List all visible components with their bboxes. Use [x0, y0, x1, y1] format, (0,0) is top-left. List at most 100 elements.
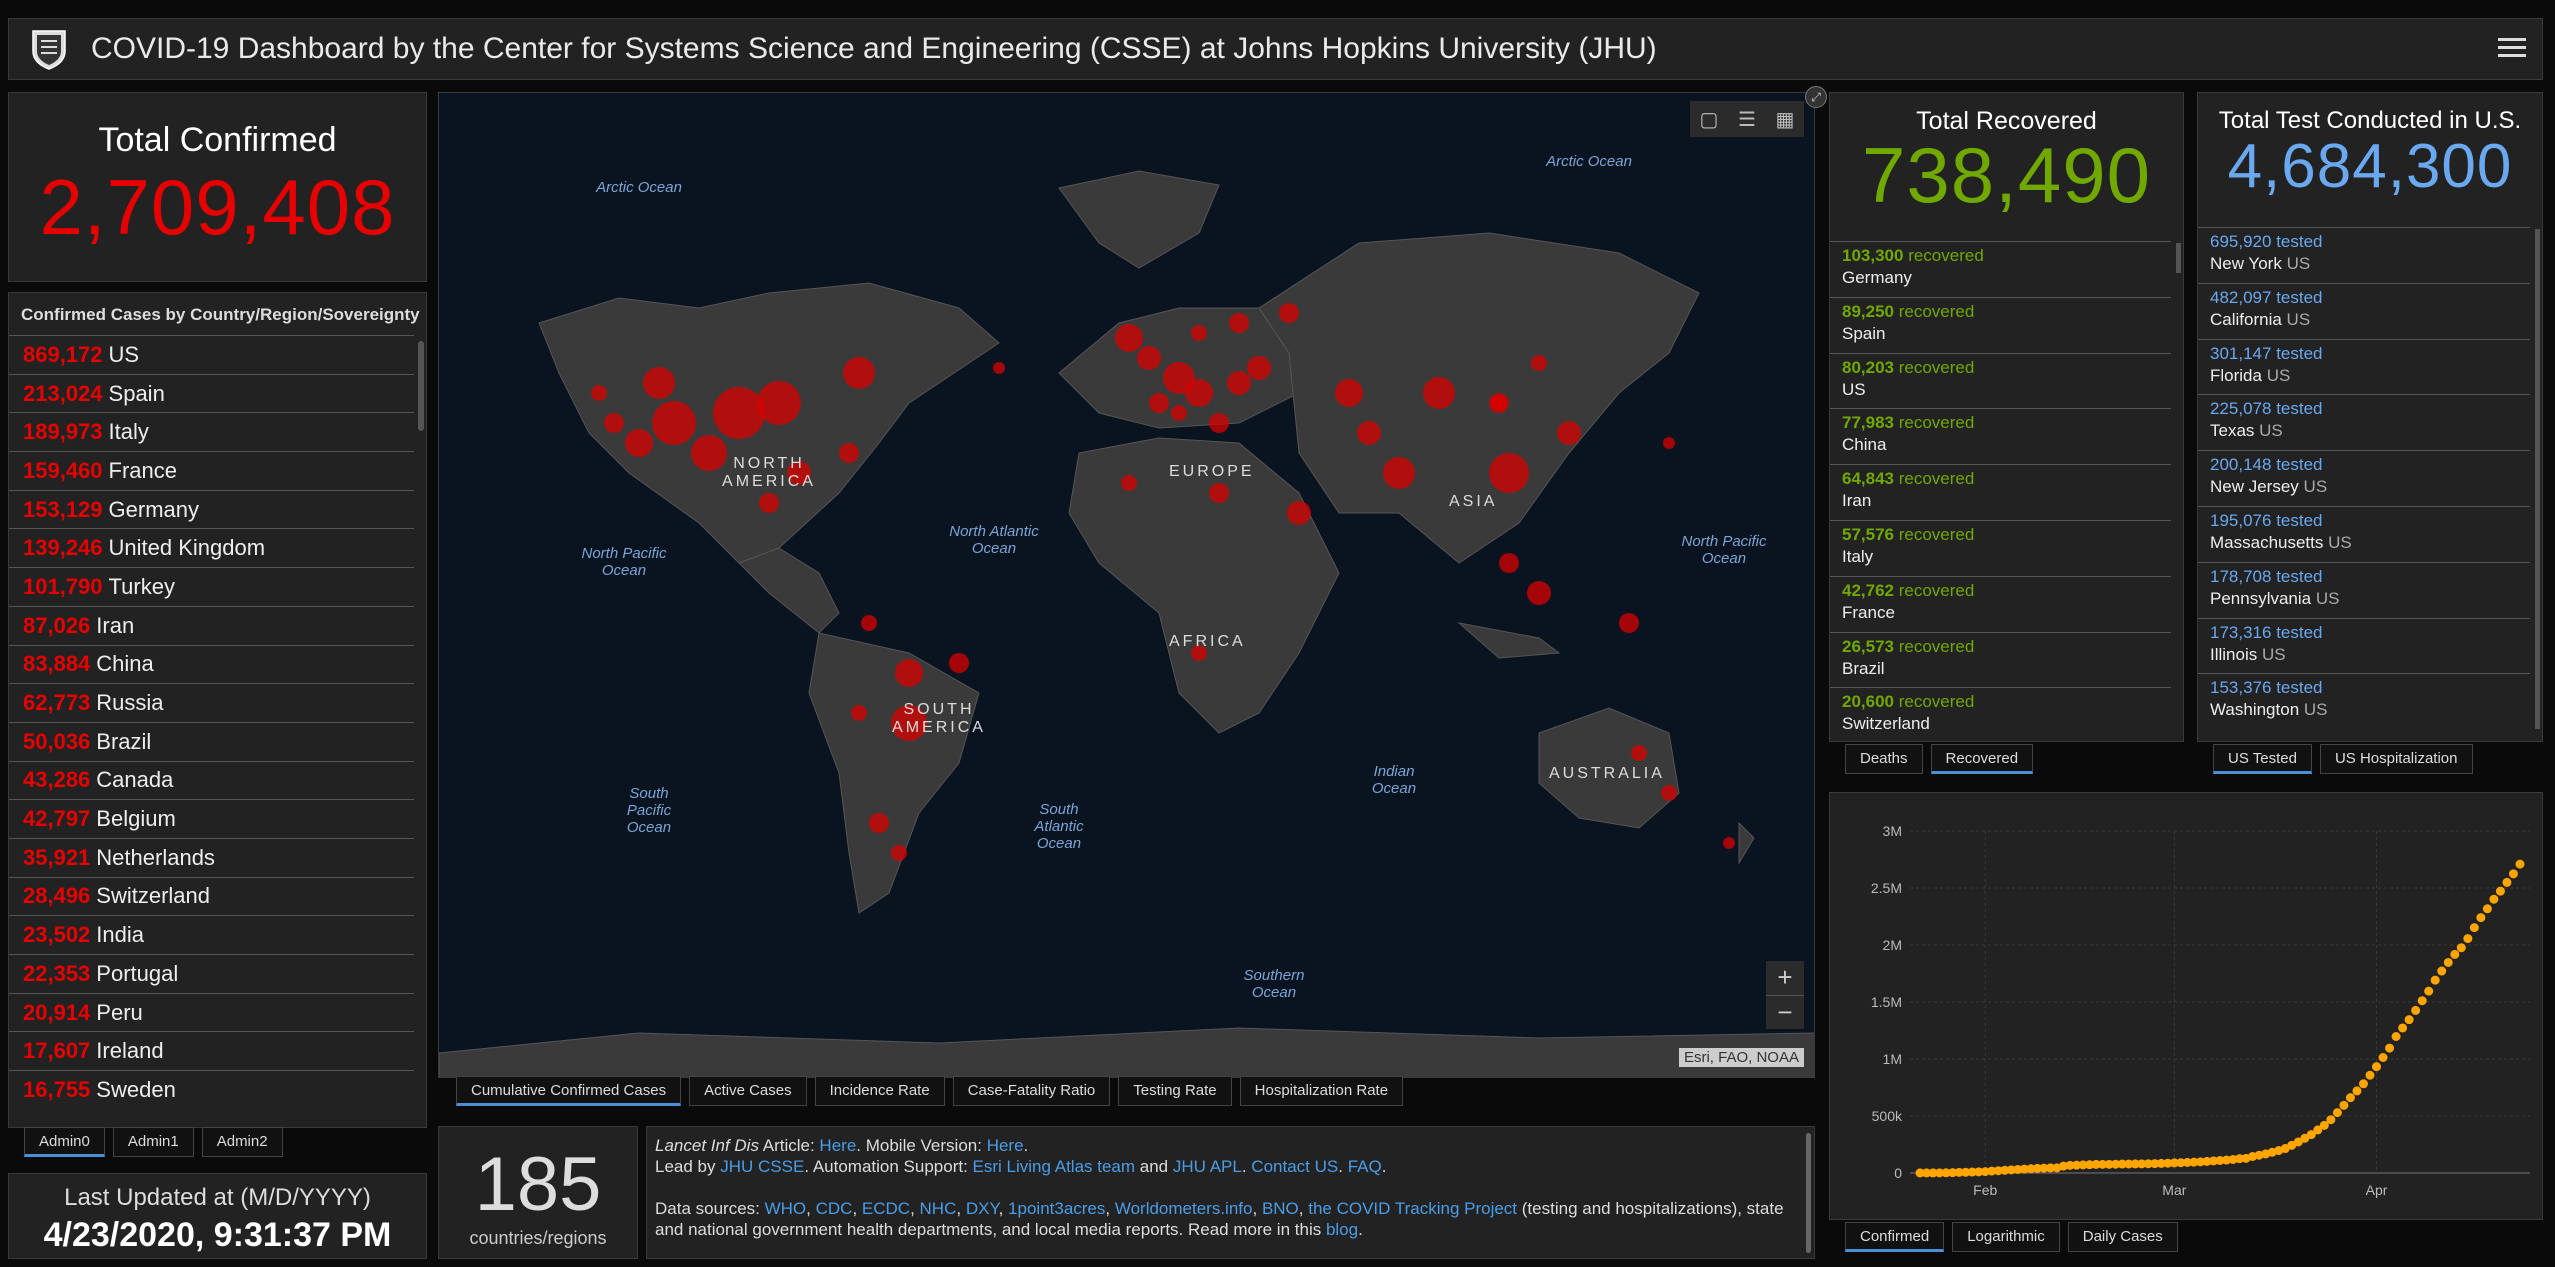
map-layer-tab[interactable]: Case-Fatality Ratio	[952, 1076, 1111, 1106]
country-row[interactable]: 16,755 Sweden	[9, 1070, 414, 1109]
data-source-link[interactable]: WHO	[764, 1199, 807, 1218]
country-row[interactable]: 35,921 Netherlands	[9, 837, 414, 877]
map-layer-tab[interactable]: Cumulative Confirmed Cases	[456, 1076, 682, 1106]
data-point[interactable]	[2228, 1154, 2238, 1164]
data-point[interactable]	[2045, 1163, 2055, 1173]
world-map[interactable]: Arctic Ocean Arctic Ocean NORTH AMERICA …	[438, 92, 1815, 1078]
country-row[interactable]: 23,502 India	[9, 915, 414, 954]
data-point[interactable]	[1954, 1167, 1964, 1177]
data-point[interactable]	[2072, 1160, 2082, 1170]
data-point[interactable]	[2482, 904, 2492, 914]
data-source-link[interactable]: CDC	[815, 1199, 853, 1218]
data-point[interactable]	[2006, 1165, 2016, 1175]
recovered-panel-tab[interactable]: Recovered	[1930, 744, 2034, 774]
data-point[interactable]	[2235, 1154, 2245, 1164]
contact-link[interactable]: Contact US	[1251, 1157, 1339, 1176]
country-row[interactable]: 83,884 China	[9, 644, 414, 684]
country-row[interactable]: 17,607 Ireland	[9, 1031, 414, 1070]
sources-scrollbar[interactable]	[1806, 1133, 1811, 1253]
data-point[interactable]	[2032, 1163, 2042, 1173]
country-row[interactable]: 43,286 Canada	[9, 760, 414, 800]
recovered-item[interactable]: 26,573 recovered Brazil	[1830, 631, 2171, 688]
country-list[interactable]: 869,172 US 213,024 Spain 189,973 Italy 159,460…	[9, 335, 414, 1127]
data-point[interactable]	[2463, 934, 2473, 944]
data-point[interactable]	[1948, 1168, 1958, 1178]
data-point[interactable]	[2502, 877, 2512, 887]
bookmark-icon[interactable]: ▢	[1699, 108, 1719, 131]
data-point[interactable]	[2176, 1158, 2186, 1168]
country-list-scrollbar[interactable]	[418, 341, 424, 431]
country-row[interactable]: 159,460 France	[9, 451, 414, 490]
data-point[interactable]	[2208, 1156, 2218, 1166]
data-point[interactable]	[2495, 886, 2505, 896]
data-point[interactable]	[1915, 1168, 1925, 1178]
admin-tab[interactable]: Admin2	[201, 1127, 283, 1157]
data-source-link[interactable]: ECDC	[861, 1199, 911, 1218]
recovered-item[interactable]: 80,203 recovered US	[1830, 352, 2171, 409]
data-source-link[interactable]: the COVID Tracking Project	[1308, 1199, 1518, 1218]
admin-tab[interactable]: Admin1	[112, 1127, 194, 1157]
data-point[interactable]	[2169, 1158, 2179, 1168]
data-point[interactable]	[1922, 1168, 1932, 1178]
tested-item[interactable]: 153,376 tested Washington US	[2198, 673, 2530, 729]
data-point[interactable]	[1961, 1167, 1971, 1177]
chart-mode-tab[interactable]: Daily Cases	[2067, 1222, 2178, 1252]
data-point[interactable]	[2476, 913, 2486, 923]
data-point[interactable]	[2215, 1155, 2225, 1165]
data-point[interactable]	[2156, 1158, 2166, 1168]
chart-mode-tab[interactable]: Logarithmic	[1952, 1222, 2060, 1252]
tested-list[interactable]: 695,920 tested New York US 482,097 tested C…	[2198, 227, 2530, 741]
data-point[interactable]	[2098, 1159, 2108, 1169]
data-point[interactable]	[2345, 1093, 2355, 1103]
data-point[interactable]	[2489, 894, 2499, 904]
country-row[interactable]: 189,973 Italy	[9, 412, 414, 451]
map-layer-tab[interactable]: Hospitalization Rate	[1239, 1076, 1404, 1106]
data-point[interactable]	[2313, 1125, 2323, 1135]
recovered-item[interactable]: 89,250 recovered Spain	[1830, 296, 2171, 353]
recovered-item[interactable]: 57,576 recovered Italy	[1830, 519, 2171, 576]
map-canvas[interactable]	[439, 93, 1815, 1078]
data-point[interactable]	[2039, 1163, 2049, 1173]
data-point[interactable]	[2000, 1165, 2010, 1175]
data-point[interactable]	[2117, 1159, 2127, 1169]
data-point[interactable]	[2437, 966, 2447, 976]
chart-mode-tab[interactable]: Confirmed	[1845, 1222, 1945, 1252]
data-source-link[interactable]: BNO	[1261, 1199, 1299, 1218]
jhu-apl-link[interactable]: JHU APL	[1172, 1157, 1242, 1176]
zoom-in-button[interactable]: +	[1777, 962, 1793, 992]
data-point[interactable]	[2078, 1160, 2088, 1170]
recovered-item[interactable]: 20,600 recovered Switzerland	[1830, 687, 2171, 741]
data-point[interactable]	[2222, 1155, 2232, 1165]
country-row[interactable]: 28,496 Switzerland	[9, 876, 414, 916]
data-point[interactable]	[2417, 996, 2427, 1006]
map-layer-tab[interactable]: Active Cases	[689, 1076, 807, 1106]
tested-item[interactable]: 482,097 tested California US	[2198, 282, 2530, 339]
data-point[interactable]	[2163, 1158, 2173, 1168]
data-point[interactable]	[2352, 1086, 2362, 1096]
country-row[interactable]: 62,773 Russia	[9, 683, 414, 722]
recovered-panel-tab[interactable]: Deaths	[1845, 744, 1923, 774]
tested-item[interactable]: 178,708 tested Pennsylvania US	[2198, 561, 2530, 618]
country-row[interactable]: 22,353 Portugal	[9, 954, 414, 993]
recovered-list[interactable]: 103,300 recovered Germany 89,250 recovered…	[1830, 241, 2171, 741]
data-point[interactable]	[2293, 1137, 2303, 1147]
data-point[interactable]	[1993, 1166, 2003, 1176]
data-point[interactable]	[2300, 1133, 2310, 1143]
data-point[interactable]	[2443, 957, 2453, 967]
data-point[interactable]	[2450, 949, 2460, 959]
data-point[interactable]	[1935, 1168, 1945, 1178]
data-point[interactable]	[1987, 1166, 1997, 1176]
data-source-link[interactable]: Worldometers.info	[1114, 1199, 1253, 1218]
country-row[interactable]: 87,026 Iran	[9, 605, 414, 645]
map-layer-tab[interactable]: Testing Rate	[1118, 1076, 1232, 1106]
tested-item[interactable]: 195,076 tested Massachusetts US	[2198, 505, 2530, 562]
data-point[interactable]	[2104, 1159, 2114, 1169]
data-point[interactable]	[2339, 1100, 2349, 1110]
data-point[interactable]	[2111, 1159, 2121, 1169]
jhu-csse-link[interactable]: JHU CSSE	[720, 1157, 805, 1176]
tested-item[interactable]: 301,147 tested Florida US	[2198, 338, 2530, 395]
data-point[interactable]	[1974, 1167, 1984, 1177]
data-point[interactable]	[2424, 986, 2434, 996]
data-point[interactable]	[1928, 1168, 1938, 1178]
data-point[interactable]	[1967, 1167, 1977, 1177]
